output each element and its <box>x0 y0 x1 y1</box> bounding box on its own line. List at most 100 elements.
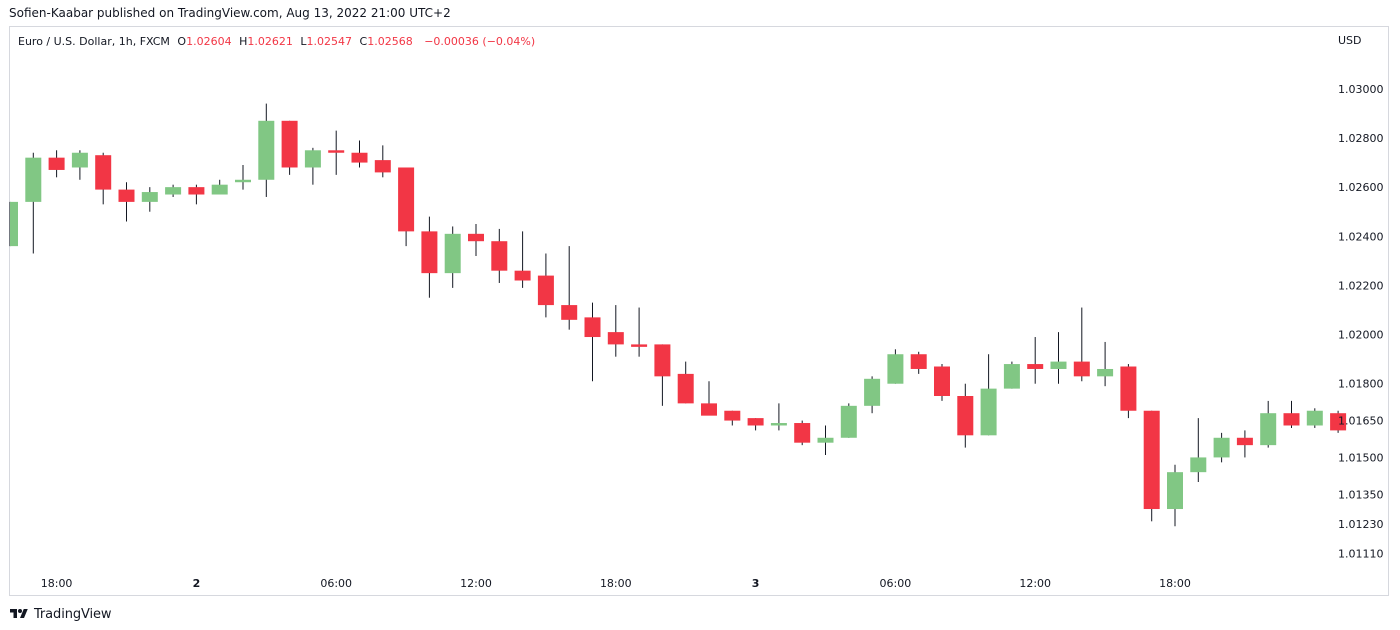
candle-body-down <box>957 396 974 436</box>
high-label: H <box>239 35 248 48</box>
candle-body-down <box>701 403 717 416</box>
candle <box>71 150 88 180</box>
candle-body-down <box>677 373 694 404</box>
candle-body-down <box>934 366 950 396</box>
price-axis[interactable]: 1.03000 1.02800 1.02600 1.02400 1.02200 1.020… <box>1338 83 1384 560</box>
candle <box>258 103 275 197</box>
candle-body-up <box>211 184 228 195</box>
candle-body-up <box>770 423 787 426</box>
candle-body-up <box>817 437 834 443</box>
tradingview-brand[interactable]: TradingView <box>34 606 112 622</box>
price-tick-label: 1.02800 <box>1338 132 1384 145</box>
candle-body-up <box>141 192 158 202</box>
price-tick-label: 1.02000 <box>1338 329 1384 342</box>
candle <box>211 179 228 195</box>
change-value: −0.00036 (−0.04%) <box>424 35 536 48</box>
candle-body-up <box>71 152 88 168</box>
candle-body-down <box>421 231 438 274</box>
candle <box>770 403 787 431</box>
candle-body-up <box>444 233 461 274</box>
price-tick-label: 1.02600 <box>1338 181 1384 194</box>
candle <box>607 305 624 357</box>
candle-body-up <box>258 120 275 180</box>
candle <box>514 231 531 288</box>
price-tick-label: 1.01800 <box>1338 378 1384 391</box>
symbol-name[interactable]: Euro / U.S. Dollar, 1h, FXCM <box>18 35 170 48</box>
candle <box>1050 332 1067 384</box>
candle <box>95 152 112 205</box>
open-value: 1.02604 <box>186 35 232 48</box>
candle-body-up <box>864 378 881 406</box>
currency-label: USD <box>1338 34 1362 47</box>
candle-body-down <box>794 423 811 443</box>
open-label: O <box>177 35 187 48</box>
close-value: 1.02568 <box>367 35 413 48</box>
candle-body-up <box>25 157 42 202</box>
candle-body-down <box>584 317 601 338</box>
price-tick-label: 1.01110 <box>1338 547 1384 560</box>
time-tick-label: 18:00 <box>1159 577 1191 590</box>
candle-body-down <box>724 410 741 421</box>
price-tick-label: 1.02200 <box>1338 279 1384 292</box>
candle-body-down <box>281 120 298 168</box>
candle-body-down <box>607 332 624 345</box>
candle <box>794 420 811 446</box>
candle <box>281 120 298 175</box>
candle <box>864 376 881 414</box>
candle-body-down <box>1120 366 1137 411</box>
candle <box>1120 364 1137 419</box>
candle-body-down <box>1073 361 1090 377</box>
candle <box>1283 400 1300 428</box>
candle <box>1213 432 1230 463</box>
candle-body-up <box>235 179 251 183</box>
candle <box>48 150 65 178</box>
time-tick-label: 12:00 <box>1019 577 1051 590</box>
candle <box>1003 361 1020 389</box>
symbol-legend: Euro / U.S. Dollar, 1h, FXCM O1.02604 H 1… <box>18 35 535 48</box>
candle-body-down <box>1143 410 1160 510</box>
candle-body-down <box>1027 364 1044 369</box>
candle <box>468 224 484 256</box>
candle-body-down <box>374 160 391 173</box>
footer: TradingView <box>9 605 112 623</box>
candle-body-up <box>840 405 857 438</box>
candle-body-up <box>1260 413 1277 446</box>
candle <box>1190 418 1207 482</box>
candle <box>235 165 251 190</box>
candle <box>934 364 950 401</box>
candle-body-up <box>165 187 182 195</box>
candle-body-down <box>48 157 65 170</box>
close-label: C <box>359 35 368 48</box>
candle <box>631 307 648 357</box>
candle-body-down <box>561 305 578 320</box>
candle-body-down <box>118 189 135 202</box>
chart-frame <box>9 26 1389 596</box>
candle-body-down <box>491 241 508 271</box>
candle <box>491 228 508 283</box>
time-tick-label: 2 <box>193 577 201 590</box>
time-tick-label: 18:00 <box>600 577 632 590</box>
candle <box>304 147 321 185</box>
candle-body-down <box>328 150 345 153</box>
price-tick-label: 1.01230 <box>1338 518 1384 531</box>
candle <box>817 425 834 455</box>
candle <box>840 403 857 438</box>
candle <box>1330 410 1347 433</box>
time-axis[interactable]: 18:00 2 06:00 12:00 18:00 3 06:00 12:00 18:00 <box>41 577 1191 590</box>
low-label: L <box>300 35 307 48</box>
candle-body-down <box>351 152 368 163</box>
candle-body-down <box>654 344 671 377</box>
candle-body-down <box>398 167 415 232</box>
candle-body-down <box>1236 437 1253 446</box>
low-value: 1.02547 <box>306 35 353 48</box>
price-tick-label: 1.01500 <box>1338 451 1384 464</box>
tradingview-logo-icon[interactable] <box>9 607 29 621</box>
candle-body-up <box>1213 437 1230 458</box>
time-tick-label: 12:00 <box>460 577 492 590</box>
candle-body-up <box>10 201 18 247</box>
candle-body-down <box>910 354 927 369</box>
candle <box>887 349 904 384</box>
time-tick-label: 06:00 <box>320 577 352 590</box>
time-tick-label: 3 <box>752 577 760 590</box>
